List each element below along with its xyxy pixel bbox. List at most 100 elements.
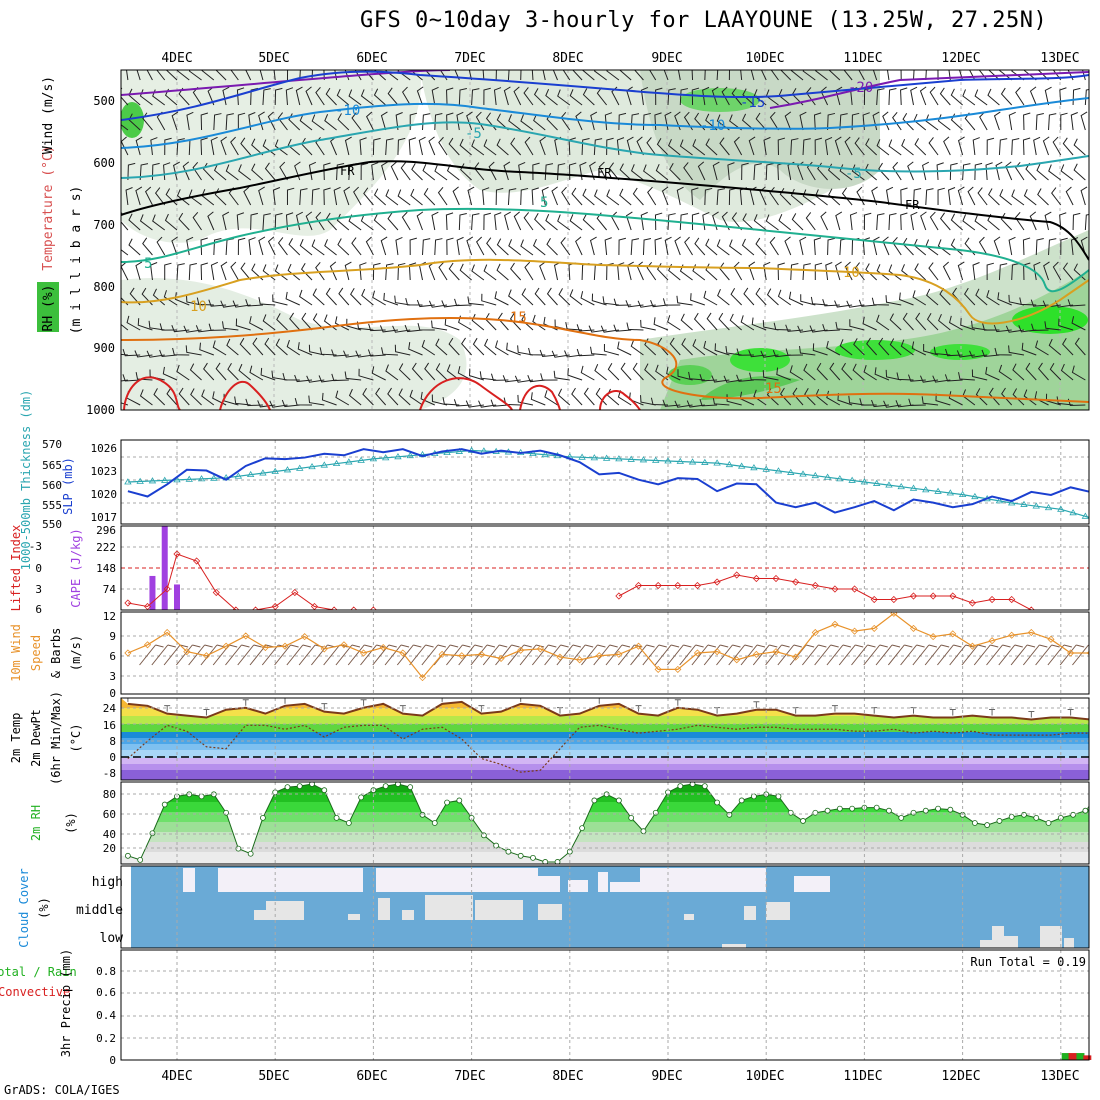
wind-barb xyxy=(957,186,965,206)
y-tick: -8 xyxy=(103,767,116,780)
precip-bar xyxy=(1083,1055,1092,1060)
rh-marker xyxy=(726,811,733,818)
y-tick: 500 xyxy=(93,94,115,108)
wind-barb xyxy=(620,362,632,381)
y-tick: 222 xyxy=(96,541,116,554)
wind-barb xyxy=(575,111,583,131)
wind-barb xyxy=(606,70,620,81)
rh-patch xyxy=(730,348,790,372)
surface-barb xyxy=(163,644,189,666)
wind-barb xyxy=(937,70,939,81)
wind-barb xyxy=(667,88,676,106)
wind-barb xyxy=(753,214,767,231)
contour-fr xyxy=(121,160,1089,261)
wind-barb xyxy=(706,312,718,331)
precip-bars xyxy=(1061,1053,1092,1060)
wind-barb xyxy=(828,188,841,206)
surface-barb xyxy=(777,644,802,666)
wind-barb xyxy=(553,370,570,381)
wind-barb xyxy=(288,238,301,256)
wind-barb xyxy=(593,138,603,156)
wind-barb xyxy=(371,162,379,181)
surface-barb xyxy=(826,644,852,666)
wind-barb xyxy=(766,288,779,306)
wind-barb xyxy=(1023,112,1031,131)
date-label: 7DEC xyxy=(454,1069,485,1084)
wind-barb xyxy=(405,298,423,306)
wind-barb xyxy=(834,300,853,308)
surface-barb xyxy=(740,644,766,666)
wind-barb xyxy=(262,139,276,156)
thickness-marker xyxy=(664,457,672,464)
wind-barb xyxy=(594,364,607,381)
temp-band xyxy=(121,738,1089,744)
cloud-low-blocks xyxy=(722,926,1074,948)
wind-barb xyxy=(975,388,988,406)
wind-barb xyxy=(694,237,706,256)
wind-barb xyxy=(978,236,988,256)
rh-band xyxy=(121,812,1089,822)
contour-label: 5 xyxy=(540,195,548,211)
wind-barb xyxy=(843,70,853,81)
wind-marker xyxy=(615,650,623,658)
wind-barb xyxy=(851,112,860,131)
li-marker xyxy=(851,585,859,593)
wind-barb xyxy=(346,318,362,331)
wind-barb xyxy=(1058,318,1074,331)
wind-barb xyxy=(494,340,509,356)
wind-barb xyxy=(129,287,141,306)
rh-marker xyxy=(922,807,929,814)
rh-marker xyxy=(812,809,819,816)
wind-barb xyxy=(849,319,865,331)
wind-barb xyxy=(998,364,1012,381)
wind-barb xyxy=(925,70,927,81)
wind-barb xyxy=(121,87,129,106)
wind-barb xyxy=(674,400,693,408)
wind-barb xyxy=(222,86,230,106)
wind-barb xyxy=(121,249,129,256)
wind-barb xyxy=(939,87,951,106)
wind-barb xyxy=(240,262,252,281)
wind-barb xyxy=(420,391,435,406)
rh-marker xyxy=(444,799,450,806)
wind-barb xyxy=(590,346,607,356)
wind-barb xyxy=(1052,261,1062,281)
wind-barb xyxy=(249,365,264,381)
wind-barb xyxy=(201,70,215,81)
wind-barb xyxy=(986,137,995,156)
wind-barb xyxy=(900,339,914,356)
wind-barb xyxy=(611,86,620,106)
wind-barb xyxy=(785,348,804,356)
wind-barb xyxy=(286,339,301,356)
wind-barb xyxy=(1059,212,1067,231)
y-tick: 148 xyxy=(96,562,116,575)
wind-barb xyxy=(784,236,792,256)
surface-barb xyxy=(274,644,299,666)
wind-barb xyxy=(802,70,816,81)
wind-barb xyxy=(338,287,350,306)
wind-barb xyxy=(398,363,411,381)
wind-barb xyxy=(188,263,197,281)
thickness-marker xyxy=(541,450,549,458)
wind-marker xyxy=(595,652,603,660)
wind-barb xyxy=(428,136,436,156)
date-label: 6DEC xyxy=(356,51,387,66)
cape-left-ticks: -3 0 3 6 xyxy=(29,540,42,616)
surface-barb xyxy=(225,644,250,666)
cape-ylabel-li: Lifted Index xyxy=(9,525,23,612)
date-label: 9DEC xyxy=(651,51,682,66)
thickness-marker xyxy=(1032,502,1040,509)
contour-label: 10 xyxy=(843,265,860,281)
wind-barb xyxy=(236,87,245,106)
wind-barb xyxy=(208,323,227,331)
wind-barb xyxy=(915,312,927,331)
wind-marker xyxy=(713,648,721,656)
wind-marker xyxy=(556,653,564,661)
rh-marker xyxy=(836,805,843,812)
wind-barb xyxy=(749,372,767,381)
wind-barb xyxy=(222,211,230,231)
wind-barb xyxy=(741,113,755,131)
wind-barb xyxy=(1021,342,1037,356)
rh-patch xyxy=(930,344,990,360)
wind-marker xyxy=(1027,628,1035,637)
